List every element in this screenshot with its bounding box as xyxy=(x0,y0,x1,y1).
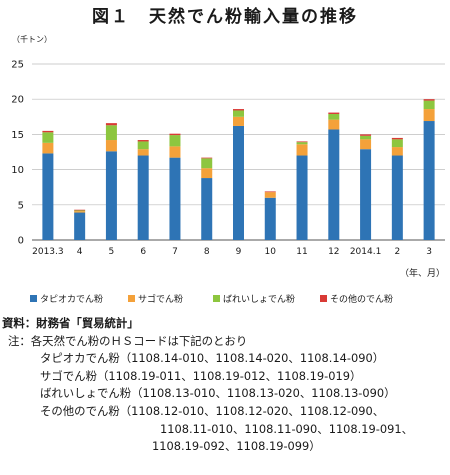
legend-item: その他のでん粉 xyxy=(320,292,393,305)
bar-segment xyxy=(74,210,86,212)
note-tapioca: タピオカでん粉（1108.14-010、1108.14-020、1108.14-… xyxy=(40,351,385,366)
x-axis-unit-label: （年、月） xyxy=(400,269,446,279)
x-tick-label: 5 xyxy=(109,247,115,257)
bar-segment xyxy=(42,132,54,143)
x-tick-label: 7 xyxy=(172,247,178,257)
legend-item: ばれいしょでん粉 xyxy=(213,292,295,305)
legend-item: サゴでん粉 xyxy=(128,292,183,305)
bar-segment xyxy=(74,209,86,211)
bar-segment xyxy=(105,140,117,152)
bar-segment xyxy=(233,116,244,126)
bar-segment xyxy=(137,141,149,150)
y-tick-label: 20 xyxy=(11,95,24,106)
source-notes: 資料：財務省「貿易統計」 注：各天然でん粉のＨＳコードは下記のとおり タピオカで… xyxy=(2,315,448,456)
bar-segment xyxy=(105,125,117,141)
note-heading: 注：各天然でん粉のＨＳコードは下記のとおり xyxy=(8,333,248,348)
legend-swatch xyxy=(213,295,220,302)
stacked-bar-chart: 0 5 10 15 20 25 2013.3 4 5 6 7 8 9 10 11 12 2014.1 2 3 xyxy=(11,60,445,257)
bar-segment xyxy=(42,153,54,240)
bar-segment xyxy=(169,157,181,240)
bar-segment xyxy=(264,192,276,198)
bar-segment xyxy=(360,139,372,150)
chart-legend: タピオカでん粉 サゴでん粉 ばれいしょでん粉 その他のでん粉 xyxy=(0,288,450,310)
bar-segment xyxy=(328,113,340,120)
bar-segment xyxy=(391,147,403,156)
x-tick-label: 2014.1 xyxy=(350,247,382,257)
source-line: 資料：財務省「貿易統計」 xyxy=(2,316,139,330)
x-tick-label: 12 xyxy=(328,247,339,257)
legend-item: タピオカでん粉 xyxy=(30,292,103,305)
bar-segment xyxy=(201,157,213,159)
y-tick-label: 5 xyxy=(18,200,24,211)
bar-segment xyxy=(296,141,308,143)
bar-segment xyxy=(137,140,149,142)
bar-segment xyxy=(169,133,181,136)
note-sago: サゴでん粉（1108.19-011、1108.19-012、1108.19-01… xyxy=(40,368,362,383)
x-tick-label: 3 xyxy=(426,247,432,257)
bar-segment xyxy=(264,197,276,240)
y-tick-label: 15 xyxy=(11,130,24,141)
legend-label: その他のでん粉 xyxy=(330,295,394,305)
x-tick-label: 9 xyxy=(236,247,242,257)
bar-segment xyxy=(423,100,435,110)
x-tick-label: 6 xyxy=(140,247,146,257)
note-other-2: 1108.11-010、1108.11-090、1108.19-091、 xyxy=(160,421,414,436)
bar-segment xyxy=(233,125,244,240)
bar-segment xyxy=(42,130,54,133)
bar-segment xyxy=(42,142,54,154)
bar-segment xyxy=(391,155,403,240)
bar-segment xyxy=(233,109,244,111)
x-tick-label: 8 xyxy=(204,247,210,257)
bar-segment xyxy=(423,99,435,101)
bar-segment xyxy=(74,212,86,240)
y-tick-label: 25 xyxy=(11,60,24,71)
note-potato: ばれいしょでん粉（1108.13-010、1108.13-020、1108.13… xyxy=(40,386,396,401)
x-tick-label: 4 xyxy=(77,247,83,257)
bar-segment xyxy=(169,146,181,158)
legend-label: タピオカでん粉 xyxy=(40,295,104,305)
bar-segment xyxy=(391,139,403,148)
bar-segment xyxy=(296,144,308,156)
bar-segment xyxy=(423,121,435,240)
bar-segment xyxy=(74,211,86,213)
bar-segment xyxy=(328,119,340,130)
bar-segment xyxy=(137,149,149,156)
bar-segment xyxy=(264,191,276,193)
legend-swatch xyxy=(320,295,327,302)
y-tick-label: 10 xyxy=(11,165,24,176)
bar-segment xyxy=(169,135,181,147)
bar-segment xyxy=(296,142,308,145)
bar-segment xyxy=(328,112,340,114)
bar-segment xyxy=(201,168,213,179)
y-tick-label: 0 xyxy=(18,236,24,247)
note-other-3: 1108.19-092、1108.19-099） xyxy=(152,439,321,454)
bar-segment xyxy=(360,134,372,136)
x-tick-label: 10 xyxy=(265,247,277,257)
bar-segment xyxy=(423,109,435,122)
bar-segment xyxy=(201,178,213,240)
bar-segment xyxy=(105,151,117,240)
bar-segment xyxy=(201,158,213,169)
bar-segment xyxy=(391,137,403,140)
legend-label: ばれいしょでん粉 xyxy=(223,295,296,305)
x-tick-label: 2 xyxy=(394,247,400,257)
bar-segment xyxy=(360,149,372,240)
legend-swatch xyxy=(30,295,37,302)
bar-segment xyxy=(328,129,340,240)
x-tick-label: 11 xyxy=(296,247,307,257)
y-axis-unit-label: （千トン） xyxy=(12,35,52,44)
bar-segment xyxy=(360,135,372,140)
x-tick-label: 2013.3 xyxy=(32,247,64,257)
bar-segment xyxy=(296,155,308,240)
note-other-1: その他のでん粉（1108.12-010、1108.12-020、1108.12-… xyxy=(40,403,385,418)
bar-segment xyxy=(233,110,244,117)
bar-segment xyxy=(137,155,149,240)
chart-title: 図１ 天然でん粉輸入量の推移 xyxy=(92,7,358,27)
legend-swatch xyxy=(128,295,135,302)
bar-segment xyxy=(105,123,117,126)
legend-label: サゴでん粉 xyxy=(138,295,184,305)
